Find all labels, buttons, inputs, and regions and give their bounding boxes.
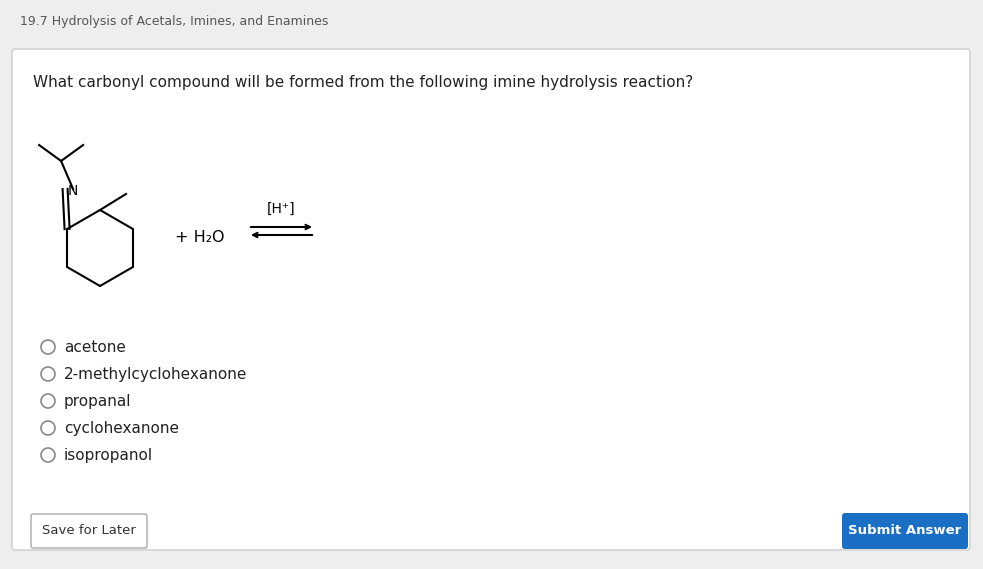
- Text: isopropanol: isopropanol: [64, 447, 153, 463]
- Text: Submit Answer: Submit Answer: [848, 525, 961, 538]
- Text: 2-methylcyclohexanone: 2-methylcyclohexanone: [64, 366, 248, 381]
- Text: [H⁺]: [H⁺]: [267, 202, 296, 216]
- FancyBboxPatch shape: [842, 513, 968, 549]
- Text: 19.7 Hydrolysis of Acetals, Imines, and Enamines: 19.7 Hydrolysis of Acetals, Imines, and …: [20, 15, 328, 28]
- Text: cyclohexanone: cyclohexanone: [64, 420, 179, 435]
- Text: acetone: acetone: [64, 340, 126, 354]
- Text: + H₂O: + H₂O: [175, 229, 224, 245]
- Text: Save for Later: Save for Later: [42, 525, 136, 538]
- Text: propanal: propanal: [64, 394, 132, 409]
- Text: N: N: [68, 184, 79, 198]
- FancyBboxPatch shape: [31, 514, 147, 548]
- FancyBboxPatch shape: [12, 49, 970, 550]
- Text: What carbonyl compound will be formed from the following imine hydrolysis reacti: What carbonyl compound will be formed fr…: [33, 75, 693, 90]
